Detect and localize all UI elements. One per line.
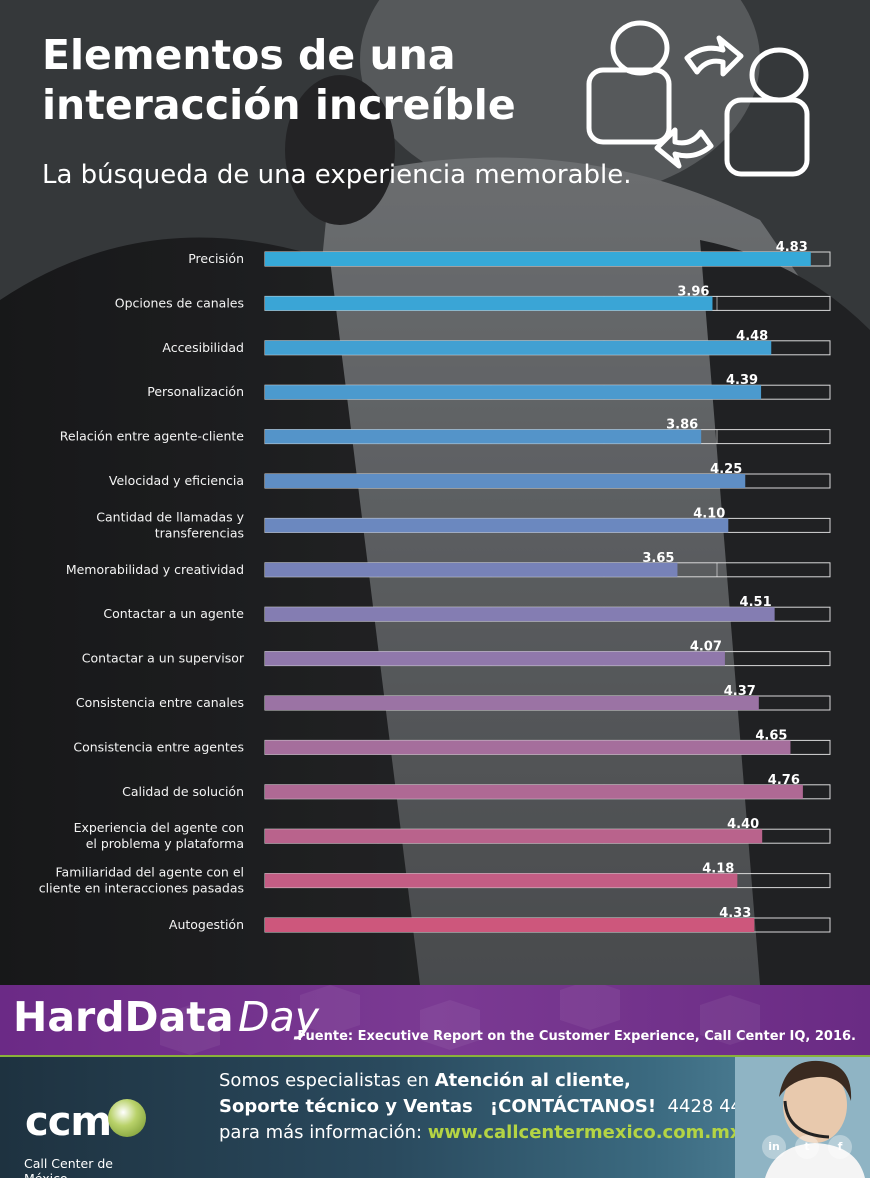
hexagon-pattern xyxy=(160,985,760,1055)
chart-category-labels: Precisión Opciones de canales Accesibilida… xyxy=(39,251,245,932)
value-label: 3.65 xyxy=(642,551,674,566)
value-label: 4.48 xyxy=(736,329,768,344)
category-label: Calidad de solución xyxy=(122,784,244,799)
category-label: Relación entre agente-cliente xyxy=(60,429,245,444)
bar xyxy=(265,607,775,622)
website-link[interactable]: www.callcentermexico.com.mx xyxy=(427,1122,742,1143)
facebook-icon[interactable]: f xyxy=(828,1135,852,1159)
category-label: Opciones de canales xyxy=(115,295,244,310)
category-label: Velocidad y eficiencia xyxy=(109,473,244,488)
bar xyxy=(265,696,759,710)
linkedin-icon[interactable]: in xyxy=(762,1135,786,1159)
category-label: Contactar a un agente xyxy=(103,606,244,621)
bar xyxy=(265,918,755,932)
value-label: 4.39 xyxy=(726,373,758,388)
bar xyxy=(265,562,678,577)
value-label: 4.51 xyxy=(740,595,772,610)
category-label: Experiencia del agente con el problema y … xyxy=(74,820,244,851)
value-label: 4.40 xyxy=(727,817,759,832)
brand-day: Day xyxy=(238,993,319,1041)
bar xyxy=(265,474,746,488)
bar xyxy=(265,740,791,755)
bar xyxy=(265,873,738,888)
chart-value-labels: 4.83 3.96 4.48 4.39 3.86 4.25 4.10 3.65 4.51 4.07… xyxy=(642,240,807,921)
value-label: 4.33 xyxy=(719,906,751,921)
category-label: Familiaridad del agente con el cliente en… xyxy=(39,865,244,896)
value-label: 4.10 xyxy=(693,506,725,521)
value-label: 4.76 xyxy=(768,773,800,788)
page-subtitle: La búsqueda de una experiencia memorable… xyxy=(42,160,632,190)
bar xyxy=(265,252,811,266)
promo-line-2: Soporte técnico y Ventas ¡CONTÁCTANOS! 4… xyxy=(219,1096,765,1117)
category-label: Cantidad de llamadas y transferencias xyxy=(96,509,244,540)
promo-line-3: para más información: www.callcentermexi… xyxy=(219,1122,742,1143)
value-label: 4.65 xyxy=(755,728,787,743)
category-label: Contactar a un supervisor xyxy=(82,651,245,666)
value-label: 3.86 xyxy=(666,418,698,433)
bar xyxy=(265,829,763,844)
bar xyxy=(265,296,713,311)
bar-chart: Precisión Opciones de canales Accesibilida… xyxy=(39,240,831,933)
value-label: 4.25 xyxy=(710,462,742,477)
value-label: 4.07 xyxy=(690,640,722,655)
category-label: Accesibilidad xyxy=(162,340,244,355)
ccm-wordmark: ccm xyxy=(25,1099,112,1145)
globe-icon xyxy=(108,1099,146,1137)
category-label: Memorabilidad y creatividad xyxy=(66,562,244,577)
value-label: 3.96 xyxy=(677,284,709,299)
value-label: 4.37 xyxy=(724,684,756,699)
bar xyxy=(265,518,729,533)
bar xyxy=(265,385,762,400)
chart-bars xyxy=(265,252,811,932)
bar xyxy=(265,784,803,799)
bar xyxy=(265,651,725,666)
contact-cta: ¡CONTÁCTANOS! xyxy=(489,1096,657,1117)
category-label: Consistencia entre canales xyxy=(76,695,244,710)
promo-band: ccm Call Center de México Somos especial… xyxy=(0,1057,870,1178)
bar xyxy=(265,429,702,444)
twitter-icon[interactable]: t xyxy=(795,1135,819,1159)
agent-photo xyxy=(735,1057,870,1178)
brand-harddata: HardData xyxy=(13,993,234,1041)
ccm-tagline: Call Center de México xyxy=(24,1156,113,1178)
category-label: Precisión xyxy=(188,251,244,266)
harddataday-band: HardData Day Fuente: Executive Report on… xyxy=(0,985,870,1057)
source-note: Fuente: Executive Report on the Customer… xyxy=(297,1029,856,1044)
value-label: 4.83 xyxy=(776,240,808,255)
bar xyxy=(265,340,772,355)
promo-line-1: Somos especialistas en Atención al clien… xyxy=(219,1070,631,1091)
ccm-logo[interactable]: ccm Call Center de México xyxy=(12,1077,152,1178)
category-label: Personalización xyxy=(147,384,244,399)
value-label: 4.18 xyxy=(702,862,734,877)
category-label: Autogestión xyxy=(169,917,244,932)
page-title: Elementos de una interacción increíble xyxy=(42,31,516,129)
category-label: Consistencia entre agentes xyxy=(73,739,244,754)
chat-bubbles-icon xyxy=(586,20,810,177)
footer: HardData Day Fuente: Executive Report on… xyxy=(0,985,870,1178)
